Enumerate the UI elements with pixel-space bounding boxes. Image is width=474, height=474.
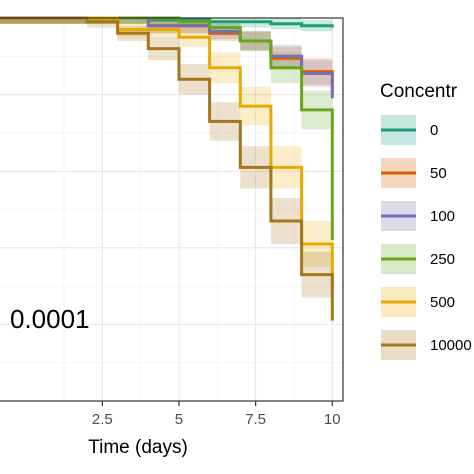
legend-item-500: 500 (381, 287, 455, 317)
x-tick-label: 5 (175, 411, 183, 428)
legend-item-250: 250 (381, 244, 455, 274)
survival-lines (0, 16, 334, 321)
legend-label: 50 (430, 165, 447, 182)
survival-line-10000 (0, 16, 334, 321)
p-value-annotation: 0.0001 (10, 304, 90, 334)
x-tick-label: 7.5 (245, 411, 266, 428)
legend-label: 500 (430, 294, 455, 311)
legend-label: 100 (430, 208, 455, 225)
survival-line-500 (0, 16, 334, 287)
legend-item-100: 100 (381, 201, 455, 231)
panel-border (0, 17, 344, 402)
legend-label: 250 (430, 251, 455, 268)
ci-ribbon-500 (0, 18, 333, 310)
x-tick-label: 10 (324, 411, 341, 428)
legend-title: Concentr (380, 81, 458, 102)
x-axis: 2.5 5 7.5 10 (92, 401, 341, 428)
survival-line-250 (0, 16, 334, 241)
x-axis-title: Time (days) (88, 437, 188, 458)
legend-label: 0 (430, 122, 438, 139)
legend: Concentr 0 50 100 250 500 10000 (380, 81, 472, 360)
legend-item-0: 0 (381, 115, 438, 145)
x-tick-label: 2.5 (92, 411, 113, 428)
legend-item-10000: 10000 (381, 330, 472, 360)
legend-label: 10000 (430, 337, 472, 354)
ci-ribbon-10000 (0, 18, 333, 344)
legend-item-50: 50 (381, 158, 447, 188)
